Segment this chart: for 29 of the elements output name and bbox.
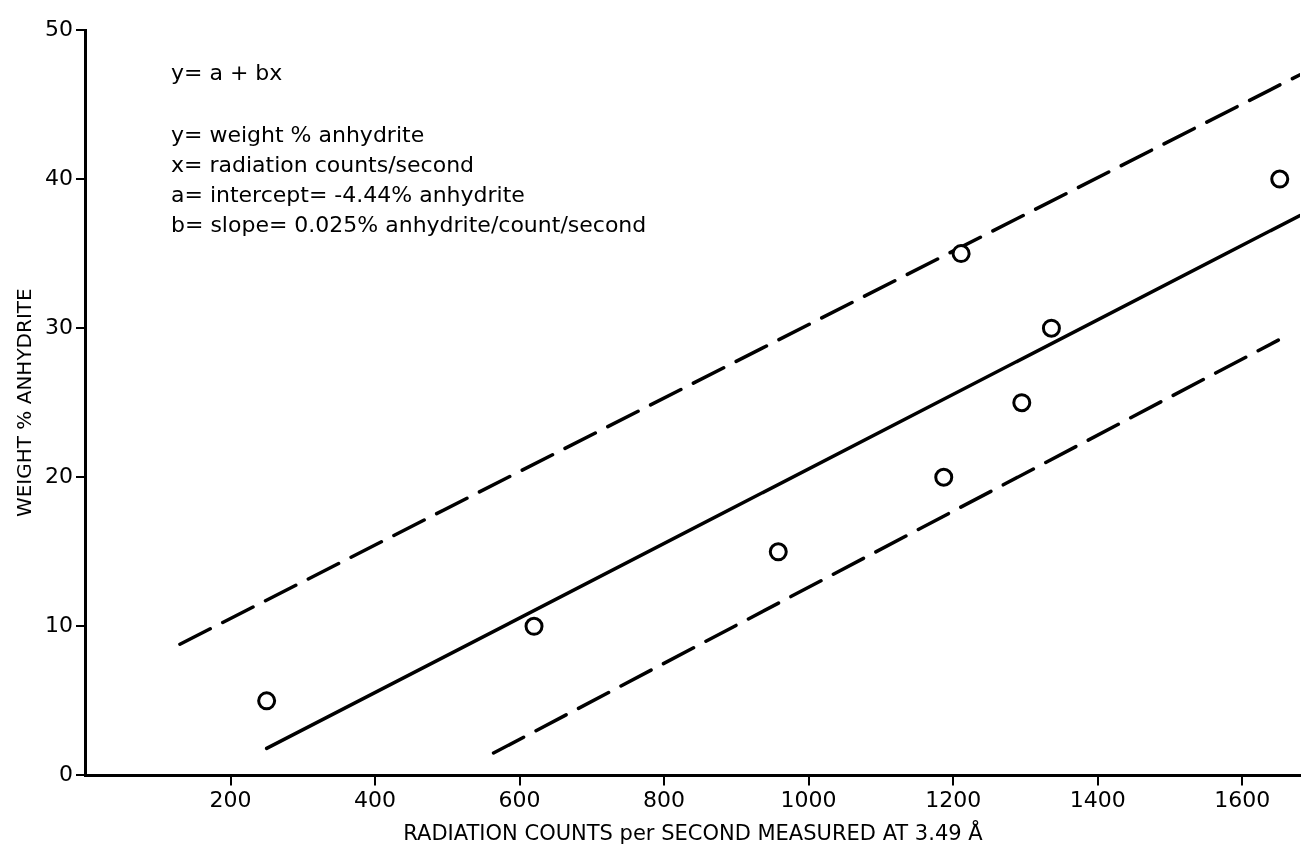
x-tick-label: 1400 <box>1069 787 1126 813</box>
x-axis-title: RADIATION COUNTS per SECOND MEASURED AT 3.49 Å <box>403 818 984 845</box>
annotation: y= a + bx <box>170 60 283 85</box>
y-tick-label: 50 <box>44 15 73 41</box>
y-tick-label: 30 <box>44 313 73 339</box>
annotation: y= weight % anhydrite <box>170 122 425 147</box>
y-tick-label: 20 <box>44 462 73 488</box>
x-tick-label: 600 <box>498 787 541 813</box>
x-tick-label: 1600 <box>1214 787 1271 813</box>
x-tick-label: 800 <box>643 787 686 813</box>
x-tick-label: 200 <box>209 787 252 813</box>
y-tick-label: 0 <box>58 761 73 787</box>
point <box>257 691 277 711</box>
point <box>768 542 788 562</box>
point <box>1041 318 1061 338</box>
annotation: x= radiation counts/second <box>170 152 475 177</box>
point <box>1012 393 1032 413</box>
annotation: a= intercept= -4.44% anhydrite <box>170 182 525 207</box>
x-tick-label: 1000 <box>780 787 837 813</box>
annotation: b= slope= 0.025% anhydrite/count/second <box>170 212 647 237</box>
y-tick-label: 40 <box>44 164 73 190</box>
y-axis-title: WEIGHT % ANHYDRITE <box>12 288 37 518</box>
x-tick-label: 400 <box>354 787 397 813</box>
y-tick-label: 10 <box>44 612 73 638</box>
point <box>951 244 971 264</box>
x-tick-label: 1200 <box>925 787 982 813</box>
point <box>934 467 954 487</box>
point <box>524 616 544 636</box>
point <box>1270 169 1290 189</box>
